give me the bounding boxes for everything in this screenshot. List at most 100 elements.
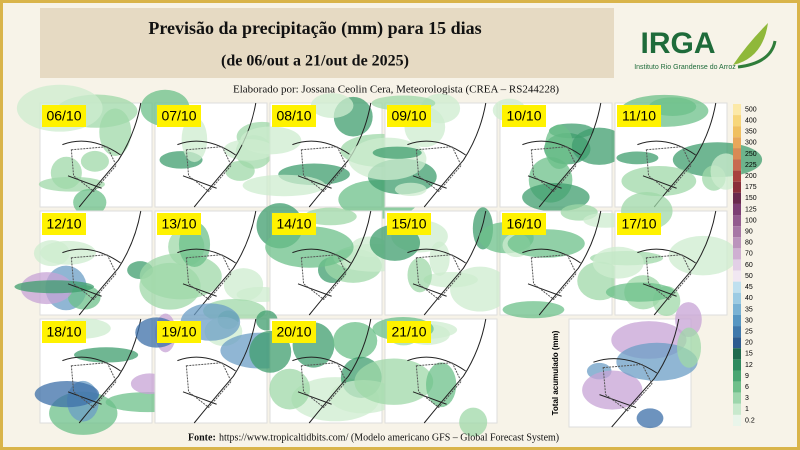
rs-outline — [185, 254, 232, 301]
colorbar-label: 50 — [745, 273, 753, 280]
colorbar-label: 1 — [745, 406, 749, 413]
rs-outline — [70, 362, 117, 409]
colorbar-swatch — [733, 148, 741, 160]
rain-area — [621, 166, 697, 197]
date-badge — [42, 321, 86, 343]
state-border — [177, 248, 236, 297]
date-label: 19/10 — [161, 324, 196, 340]
date-label: 12/10 — [46, 216, 81, 232]
colorbar-swatch — [733, 115, 741, 127]
colorbar-swatch — [733, 226, 741, 238]
state-border — [292, 140, 351, 189]
colorbar-swatch — [733, 126, 741, 138]
rain-area — [223, 268, 264, 302]
date-badge — [502, 105, 546, 127]
colorbar-swatch — [733, 403, 741, 415]
coastline — [538, 210, 602, 316]
colorbar-label: 3 — [745, 395, 749, 402]
colorbar-swatch — [733, 314, 741, 327]
date-label: 11/10 — [622, 108, 656, 124]
state-border — [593, 358, 658, 409]
rain-area — [675, 302, 702, 338]
date-label: 20/10 — [276, 324, 311, 340]
date-badge — [617, 213, 661, 235]
subtitle: (de 06/out a 21/out de 2025) — [221, 53, 409, 70]
rain-area — [544, 124, 574, 170]
logo-swoosh — [737, 40, 777, 69]
footer-label: Fonte: — [188, 432, 216, 443]
rs-outline — [645, 254, 692, 301]
coastline — [653, 102, 717, 208]
date-badge — [157, 213, 201, 235]
rain-area — [310, 93, 354, 118]
forecast-panel: 13/10 — [139, 210, 286, 324]
rain-area — [426, 362, 457, 408]
rain-area — [354, 358, 434, 405]
state-border — [62, 356, 121, 405]
colorbar-label: 6 — [745, 384, 749, 391]
state-border — [62, 140, 121, 189]
credit: Elaborado por: Jossana Ceolin Cera, Mete… — [233, 84, 559, 96]
rain-area — [242, 174, 326, 197]
title-box — [40, 8, 614, 78]
colorbar-swatch — [733, 303, 741, 315]
state-border — [292, 356, 351, 405]
forecast-panel: 18/10 — [34, 318, 191, 435]
date-label: 14/10 — [276, 216, 311, 232]
rs-outline — [415, 254, 462, 301]
date-label: 07/10 — [161, 108, 196, 124]
colorbar-swatch — [733, 381, 741, 393]
date-badge — [387, 213, 431, 235]
colorbar-label: 150 — [745, 195, 757, 202]
colorbar-swatch — [733, 414, 741, 426]
date-badge — [502, 213, 546, 235]
rs-outline — [530, 146, 577, 193]
colorbar-label: 500 — [745, 106, 757, 113]
rain-area — [181, 116, 208, 163]
state-border — [637, 140, 696, 189]
colorbar-swatch — [733, 192, 741, 204]
rs-outline — [300, 254, 347, 301]
coastline — [78, 102, 142, 208]
rs-outline — [530, 254, 577, 301]
rain-area — [605, 282, 675, 302]
colorbar-label: 250 — [745, 151, 757, 158]
coastline — [423, 318, 487, 424]
coastline — [423, 210, 487, 316]
rain-area — [616, 151, 659, 165]
footer-text: https://www.tropicaltidbits.com/ (Modelo… — [219, 432, 559, 443]
date-label: 21/10 — [391, 324, 426, 340]
colorbar-swatch — [733, 170, 741, 182]
colorbar-label: 60 — [745, 262, 753, 269]
date-badge — [617, 105, 661, 127]
colorbar-swatch — [733, 137, 741, 149]
coastline — [611, 318, 680, 428]
colorbar: 5004003503002502252001751501251009080706… — [733, 104, 757, 426]
colorbar-swatch — [733, 270, 741, 282]
rain-area — [522, 183, 590, 212]
date-label: 17/10 — [621, 216, 656, 232]
date-label: 13/10 — [161, 216, 196, 232]
date-badge — [387, 321, 431, 343]
rain-area — [636, 408, 664, 429]
date-label: 09/10 — [391, 108, 426, 124]
rain-area — [502, 301, 565, 319]
state-border — [407, 356, 466, 405]
rain-area — [50, 156, 82, 189]
forecast-panel: 09/10 — [348, 93, 498, 208]
colorbar-label: 35 — [745, 306, 753, 313]
colorbar-swatch — [733, 326, 741, 338]
date-badge — [42, 105, 86, 127]
colorbar-swatch — [733, 281, 741, 293]
rain-area — [676, 327, 702, 368]
colorbar-label: 300 — [745, 140, 757, 147]
colorbar-swatch — [733, 237, 741, 249]
rain-area — [139, 262, 201, 310]
colorbar-label: 20 — [745, 340, 753, 347]
rain-area — [592, 246, 644, 279]
colorbar-swatch — [733, 181, 741, 193]
colorbar-label: 70 — [745, 251, 753, 258]
coastline — [308, 210, 372, 316]
state-border — [292, 248, 351, 297]
